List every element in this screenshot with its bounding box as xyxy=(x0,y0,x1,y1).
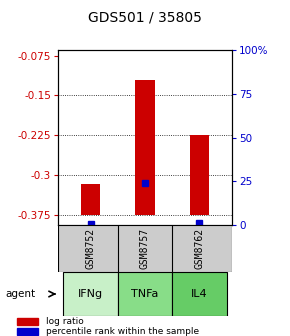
Text: IFNg: IFNg xyxy=(78,289,103,299)
Text: GSM8757: GSM8757 xyxy=(140,228,150,269)
Text: percentile rank within the sample: percentile rank within the sample xyxy=(46,327,200,336)
Text: GSM8752: GSM8752 xyxy=(86,228,96,269)
Bar xyxy=(135,80,155,214)
Bar xyxy=(190,135,209,214)
Text: GDS501 / 35805: GDS501 / 35805 xyxy=(88,10,202,24)
FancyBboxPatch shape xyxy=(64,272,118,316)
FancyBboxPatch shape xyxy=(58,225,232,272)
Bar xyxy=(17,318,38,325)
Bar xyxy=(17,328,38,335)
Text: agent: agent xyxy=(6,289,36,299)
Bar xyxy=(81,184,100,214)
Text: IL4: IL4 xyxy=(191,289,208,299)
Text: log ratio: log ratio xyxy=(46,317,84,326)
Text: GSM8762: GSM8762 xyxy=(194,228,204,269)
Text: TNFa: TNFa xyxy=(131,289,159,299)
FancyBboxPatch shape xyxy=(118,272,172,316)
FancyBboxPatch shape xyxy=(172,272,226,316)
